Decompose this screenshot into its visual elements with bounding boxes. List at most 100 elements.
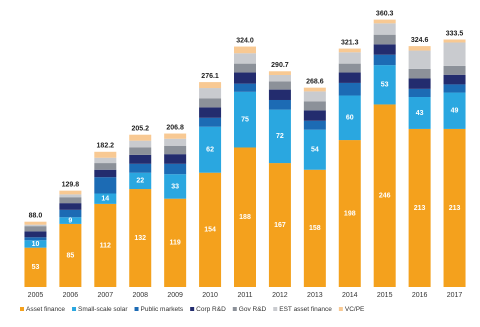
value-label: 246 (379, 193, 391, 200)
value-label: 213 (414, 205, 426, 212)
total-label: 276.1 (201, 73, 219, 80)
bar-segment (303, 120, 326, 130)
bar-segment (129, 189, 152, 287)
total-label: 321.3 (341, 39, 359, 46)
bar-segment (303, 101, 326, 111)
value-label: 60 (346, 115, 354, 122)
bar-segment (129, 172, 152, 190)
bar-segment (24, 226, 47, 232)
value-label: 188 (239, 214, 251, 221)
bar-segment (443, 128, 466, 287)
bar-segment (408, 78, 431, 89)
value-label: 62 (206, 147, 214, 154)
total-label: 324.0 (236, 37, 254, 44)
value-label: 75 (241, 116, 249, 123)
bar-segment (408, 97, 431, 129)
bar-segment (373, 54, 396, 66)
bar-segment (338, 52, 361, 64)
bar-segment (303, 169, 326, 287)
bar-segment (443, 74, 466, 85)
value-label: 53 (381, 82, 389, 89)
bar-segment (443, 84, 466, 93)
bar-segment (129, 147, 152, 155)
bar-segment (164, 133, 187, 139)
bar-segment (24, 221, 47, 225)
legend-label: Corp R&D (196, 306, 226, 313)
bar-segment (59, 197, 82, 204)
bar-segment (199, 107, 222, 118)
value-label: 167 (274, 222, 286, 229)
bar-segment (443, 65, 466, 75)
bar-segment (234, 53, 256, 64)
bar-segment (164, 138, 187, 146)
x-tick-label: 2011 (237, 292, 252, 299)
bar-segment (164, 146, 187, 155)
total-label: 206.8 (166, 124, 184, 131)
legend-label: Small-scale solar (78, 306, 128, 313)
bar-segment (199, 88, 222, 99)
bar-segment (443, 42, 466, 66)
bar-segment (59, 209, 82, 218)
value-label: 10 (32, 241, 40, 248)
value-label: 119 (170, 240, 181, 247)
bar-segment (408, 46, 431, 51)
bar-segment (373, 34, 396, 45)
bar-segment (338, 140, 361, 287)
bar-segment (94, 203, 117, 287)
legend-label: VC/PE (345, 306, 365, 313)
bar-segment (164, 174, 187, 199)
bar-segment (408, 128, 431, 287)
total-label: 205.2 (131, 126, 149, 133)
bar-segment (268, 99, 291, 110)
bar-segment (234, 91, 256, 148)
x-tick-label: 2006 (63, 292, 79, 299)
x-tick-label: 2009 (167, 292, 183, 299)
value-label: 14 (101, 196, 109, 203)
bar-segment (373, 19, 396, 24)
bar-segment (129, 163, 152, 173)
value-label: 33 (171, 183, 179, 190)
x-tick-label: 2010 (202, 292, 218, 299)
x-tick-label: 2005 (28, 292, 44, 299)
legend-label: EST asset finance (279, 306, 332, 313)
legend-label: Public markets (141, 306, 184, 313)
bar-segment (199, 126, 222, 173)
x-tick-label: 2013 (307, 292, 323, 299)
value-label: 213 (449, 205, 461, 212)
legend-swatch (338, 307, 343, 311)
bar-segment (164, 154, 187, 164)
legend-swatch (134, 307, 139, 311)
bar-segment (408, 50, 431, 69)
bar-segment (94, 157, 117, 164)
total-label: 290.7 (271, 62, 289, 69)
total-label: 182.2 (97, 143, 115, 150)
value-label: 198 (344, 210, 356, 217)
bar-segment (338, 63, 361, 73)
bar-segment (94, 169, 117, 178)
total-label: 129.8 (62, 182, 80, 189)
legend-label: Gov R&D (239, 306, 267, 313)
bar-segment (164, 198, 187, 287)
bar-segment (129, 154, 152, 164)
total-label: 360.3 (376, 10, 394, 17)
value-label: 112 (100, 242, 111, 249)
bar-segment (268, 109, 291, 164)
legend-swatch (72, 307, 77, 311)
bar-segment (373, 65, 396, 105)
bar-segment (268, 71, 291, 75)
bar-segment (24, 237, 47, 241)
total-label: 268.6 (306, 79, 324, 86)
value-label: 9 (68, 217, 72, 224)
bar-segment (268, 74, 291, 82)
legend-label: Asset finance (26, 306, 65, 313)
x-tick-label: 2007 (98, 292, 114, 299)
bar-segment (59, 190, 82, 195)
value-label: 54 (311, 147, 319, 154)
legend-swatch (232, 307, 237, 311)
bar-segment (59, 203, 82, 210)
bar-segment (338, 48, 361, 53)
value-label: 158 (309, 225, 321, 232)
legend-swatch (20, 307, 24, 311)
bar-segment (234, 147, 256, 287)
x-tick-label: 2015 (377, 292, 393, 299)
